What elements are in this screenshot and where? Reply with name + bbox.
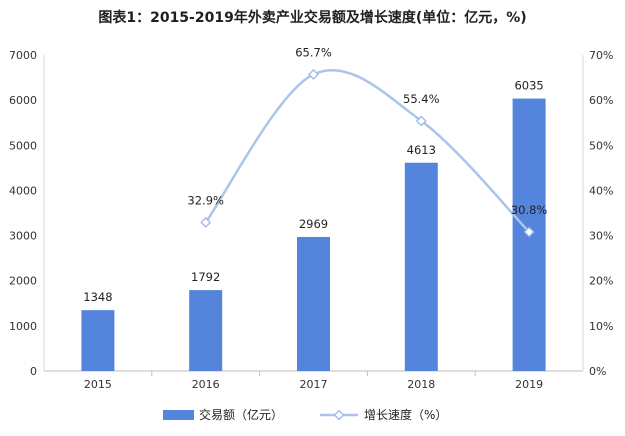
bar-value-label: 6035 xyxy=(514,79,543,93)
y-left-tick-label: 3000 xyxy=(9,230,37,243)
x-tick-label: 2019 xyxy=(515,378,543,391)
data-labels: 1348 1792 2969 4613 6035 32.9% 65.7% 55.4% 30.8% xyxy=(83,45,547,304)
y-left-tick-label: 7000 xyxy=(9,49,37,62)
y-right-tick-label: 70% xyxy=(589,49,613,62)
y-right-tick-label: 40% xyxy=(589,184,613,197)
y-left-tick-label: 2000 xyxy=(9,275,37,288)
bar xyxy=(81,310,115,371)
bar xyxy=(297,236,330,371)
bar-series xyxy=(81,98,546,371)
growth-marker xyxy=(308,68,319,80)
legend-bar-label: 交易额（亿元） xyxy=(199,407,283,422)
growth-marker xyxy=(523,226,535,238)
y-right-tick-label: 30% xyxy=(589,230,613,243)
y-left-tick-label: 0 xyxy=(30,365,37,378)
chart-title: 图表1：2015-2019年外卖产业交易额及增长速度(单位：亿元，%) xyxy=(98,10,527,26)
y-left-tick-label: 1000 xyxy=(9,320,37,333)
bar-value-label: 1348 xyxy=(83,290,112,304)
y-right-tick-label: 50% xyxy=(589,139,613,152)
y-right-tick-label: 0% xyxy=(589,365,606,378)
y-left-tick-label: 4000 xyxy=(9,184,37,197)
y-right-tick-label: 10% xyxy=(589,320,613,333)
y-right-tick-label: 20% xyxy=(589,275,613,288)
legend-line-marker xyxy=(333,409,345,421)
line-series xyxy=(200,68,535,238)
bar-value-label: 2969 xyxy=(299,217,328,231)
legend-bar-swatch xyxy=(163,410,194,420)
x-tick-label: 2018 xyxy=(407,378,435,391)
axes: 0 1000 2000 3000 4000 5000 6000 7000 0% 10% 20% 30%… xyxy=(9,49,613,391)
legend: 交易额（亿元） 增长速度（%） xyxy=(163,407,447,422)
bar xyxy=(404,162,438,371)
growth-marker xyxy=(200,217,212,228)
y-left-tick-label: 5000 xyxy=(9,139,37,152)
bar xyxy=(189,290,223,371)
growth-value-label: 55.4% xyxy=(403,92,440,106)
bar-value-label: 4613 xyxy=(407,143,436,157)
y-left-tick-label: 6000 xyxy=(9,94,37,107)
y-right-tick-label: 60% xyxy=(589,94,613,107)
x-tick-label: 2017 xyxy=(300,378,328,391)
growth-value-label: 30.8% xyxy=(511,203,548,217)
legend-line-label: 增长速度（%） xyxy=(364,407,447,422)
x-tick-label: 2016 xyxy=(192,378,220,391)
growth-line xyxy=(204,68,531,234)
bar-value-label: 1792 xyxy=(191,270,220,284)
growth-value-label: 32.9% xyxy=(187,193,224,207)
growth-value-label: 65.7% xyxy=(295,45,332,59)
growth-marker xyxy=(415,115,427,127)
x-tick-label: 2015 xyxy=(84,378,112,391)
